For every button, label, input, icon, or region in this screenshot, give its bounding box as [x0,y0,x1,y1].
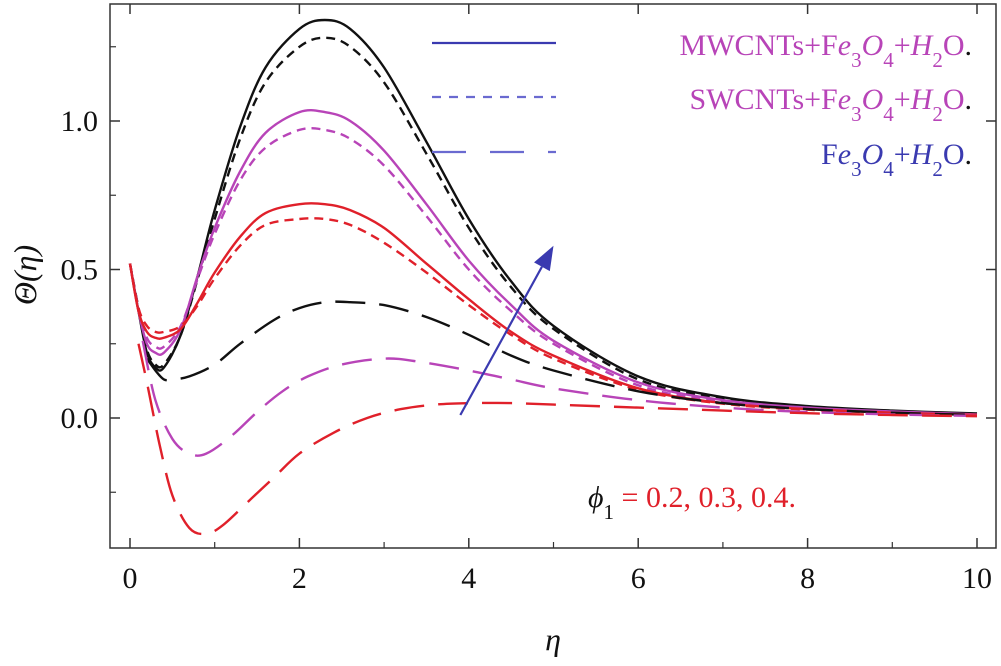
x-tick-label: 0 [123,562,138,595]
series-fe3o4-phi-04-line [145,300,978,417]
x-tick-label: 4 [461,562,476,595]
legend-label: SWCNTs+Fe3O4+H2O. [690,83,972,126]
x-axis-title: η [545,621,561,657]
series-mwcnts-phi-04-line [128,18,978,415]
legend-label: MWCNTs+Fe3O4+H2O. [680,29,972,72]
y-axis-title: Θ(η) [7,245,43,305]
y-tick-label: 0.5 [61,254,99,287]
y-tick-label: 1.0 [61,105,99,138]
series-fe3o4-phi-03-line [141,340,978,457]
arrow-shaft [459,266,543,416]
series-swcnts-phi-02-line [128,217,978,417]
phi-annotation-text: ϕ1 = 0.2, 0.3, 0.4. [588,481,796,524]
series-swcnts-phi-04-line [128,36,978,415]
series-fe3o4-phi-02-line [137,343,978,536]
x-tick-label: 8 [800,562,815,595]
series-mwcnts-phi-02-line [128,202,978,417]
phi-annotation: ϕ1 = 0.2, 0.3, 0.4. [588,481,796,524]
legend: MWCNTs+Fe3O4+H2O. SWCNTs+Fe3O4+H2O. Fe3O4+… [432,29,972,181]
x-tick-label: 6 [631,562,646,595]
series-layer [128,18,978,536]
trend-arrow [459,245,554,416]
tick-marks [110,4,996,548]
arrow-head [534,245,554,272]
x-tick-label: 10 [962,562,992,595]
tick-labels: 0 2 4 6 8 10 0.0 0.5 1.0 [61,105,993,595]
x-tick-label: 2 [292,562,307,595]
y-tick-label: 0.0 [61,402,99,435]
series-swcnts-phi-03-line [128,126,978,416]
series-mwcnts-phi-03-line [128,108,978,416]
legend-label: Fe3O4+H2O. [821,138,972,181]
